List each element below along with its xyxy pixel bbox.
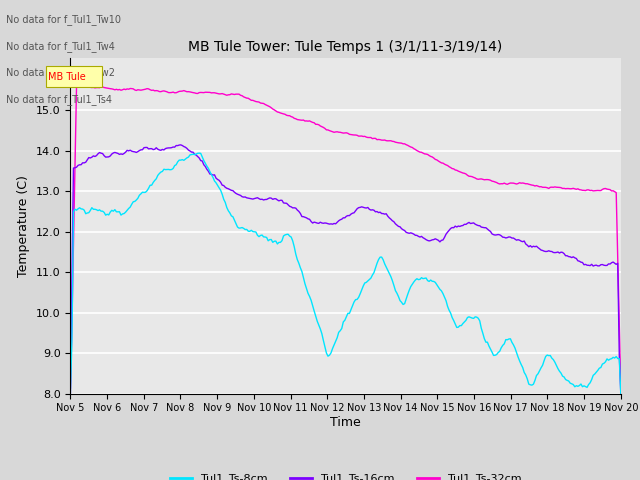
Tul1_Ts-16cm <box>232 191 240 196</box>
Tul1_Ts-32cm <box>232 91 240 97</box>
Tul1_Ts-8cm <box>588 377 595 383</box>
Tul1_Ts-16cm <box>308 220 316 226</box>
Tul1_Ts-32cm <box>588 188 595 193</box>
Text: No data for f_Tul1_Ts4: No data for f_Tul1_Ts4 <box>6 94 113 105</box>
Tul1_Ts-8cm <box>67 391 74 396</box>
Text: No data for f_Tul1_Tw10: No data for f_Tul1_Tw10 <box>6 14 122 25</box>
Tul1_Ts-32cm <box>136 87 143 93</box>
Text: MB Tule: MB Tule <box>48 72 86 82</box>
Tul1_Ts-16cm <box>617 391 625 396</box>
Tul1_Ts-32cm <box>260 101 268 107</box>
Tul1_Ts-8cm <box>308 303 316 309</box>
Tul1_Ts-32cm <box>250 98 258 104</box>
Title: MB Tule Tower: Tule Temps 1 (3/1/11-3/19/14): MB Tule Tower: Tule Temps 1 (3/1/11-3/19… <box>188 40 503 54</box>
Tul1_Ts-8cm <box>134 195 141 201</box>
Tul1_Ts-16cm <box>177 142 184 148</box>
Tul1_Ts-32cm <box>67 391 74 396</box>
Text: No data for f_Tul1_Tw4: No data for f_Tul1_Tw4 <box>6 41 115 52</box>
Line: Tul1_Ts-16cm: Tul1_Ts-16cm <box>70 145 621 394</box>
Tul1_Ts-8cm <box>617 391 625 396</box>
Tul1_Ts-8cm <box>250 229 258 235</box>
Tul1_Ts-16cm <box>67 385 74 391</box>
Tul1_Ts-8cm <box>232 221 240 227</box>
Line: Tul1_Ts-32cm: Tul1_Ts-32cm <box>70 86 621 394</box>
Text: No data for f_Tul1_Tw2: No data for f_Tul1_Tw2 <box>6 67 115 78</box>
Tul1_Ts-32cm <box>73 84 81 89</box>
Tul1_Ts-16cm <box>250 196 258 202</box>
Tul1_Ts-16cm <box>134 149 141 155</box>
Legend: Tul1_Ts-8cm, Tul1_Ts-16cm, Tul1_Ts-32cm: Tul1_Ts-8cm, Tul1_Ts-16cm, Tul1_Ts-32cm <box>165 469 526 480</box>
Tul1_Ts-16cm <box>260 197 268 203</box>
Tul1_Ts-8cm <box>195 150 203 156</box>
Tul1_Ts-8cm <box>260 234 268 240</box>
Tul1_Ts-16cm <box>588 262 595 267</box>
Line: Tul1_Ts-8cm: Tul1_Ts-8cm <box>70 153 621 394</box>
Y-axis label: Temperature (C): Temperature (C) <box>17 175 30 276</box>
X-axis label: Time: Time <box>330 416 361 429</box>
Tul1_Ts-32cm <box>617 386 625 392</box>
Tul1_Ts-32cm <box>308 120 316 125</box>
